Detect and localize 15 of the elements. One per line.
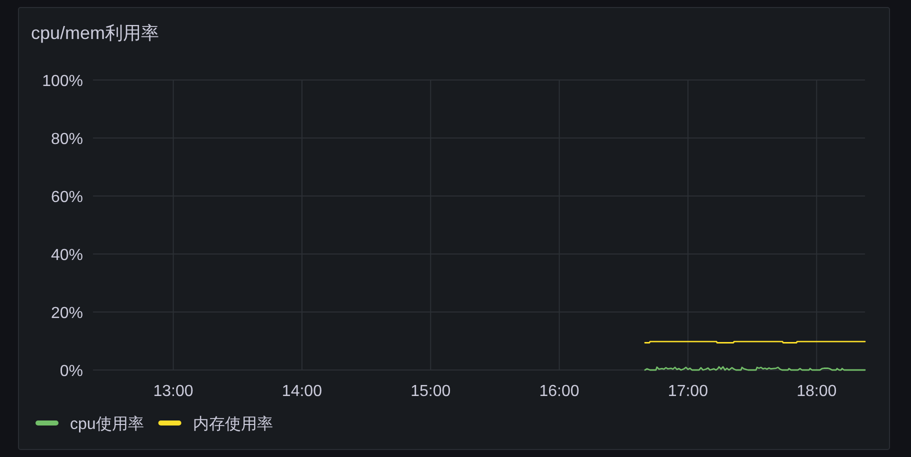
y-tick-label: 100% [42, 73, 83, 90]
legend-label: cpu使用率 [70, 416, 144, 433]
x-tick-label: 13:00 [153, 383, 194, 400]
y-tick-label: 20% [50, 305, 83, 322]
x-tick-label: 18:00 [796, 383, 837, 400]
x-tick-label: 15:00 [410, 383, 451, 400]
y-tick-label: 80% [50, 131, 83, 148]
x-tick-label: 17:00 [668, 383, 708, 400]
x-tick-label: 16:00 [539, 383, 580, 400]
y-tick-label: 60% [50, 189, 83, 206]
y-tick-label: 40% [50, 247, 83, 264]
legend-label: 内存使用率 [192, 416, 273, 433]
x-tick-label: 14:00 [282, 383, 322, 400]
y-tick-label: 0% [60, 363, 83, 380]
title: cpu/mem利用率 [31, 23, 160, 43]
